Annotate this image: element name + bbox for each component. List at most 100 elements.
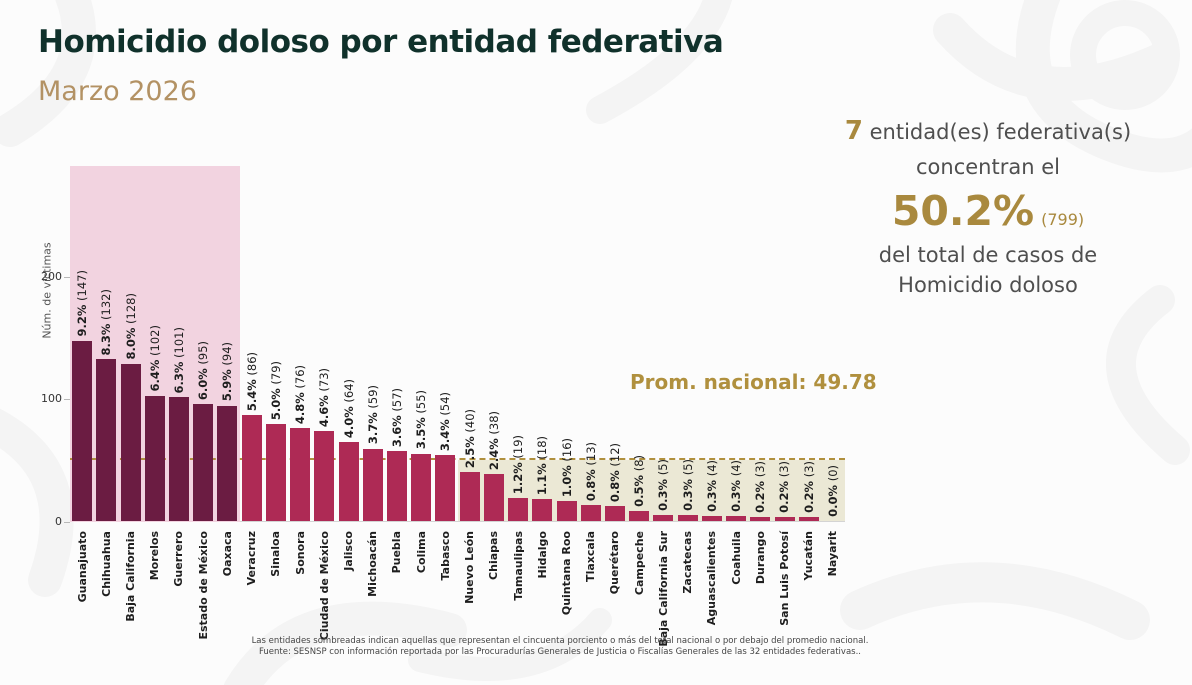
bar-value-text: 0.5% (8) bbox=[632, 455, 647, 508]
highlight-percentage-line: 50.2% (799) bbox=[812, 187, 1164, 235]
x-slot: Baja California Sur bbox=[651, 526, 675, 647]
x-axis-label: Hidalgo bbox=[535, 531, 549, 579]
footnote: Las entidades sombreadas indican aquella… bbox=[180, 636, 940, 658]
bar-Estado de México bbox=[193, 404, 214, 521]
x-slot: Hidalgo bbox=[530, 526, 554, 644]
x-slot: Aguascalientes bbox=[700, 526, 724, 644]
x-axis-label: Michoacán bbox=[366, 531, 380, 597]
footnote-line2: Fuente: SESNSP con información reportada… bbox=[258, 647, 861, 657]
bar-Tabasco bbox=[435, 454, 456, 521]
bar-value-text: 3.5% (55) bbox=[414, 390, 429, 450]
bar-value-text: 0.2% (3) bbox=[753, 461, 768, 514]
page-title: Homicidio doloso por entidad federativa bbox=[38, 24, 724, 60]
y-tick-mark bbox=[64, 399, 70, 401]
x-slot: Estado de México bbox=[191, 526, 215, 644]
bar-value-text: 0.3% (5) bbox=[656, 459, 671, 511]
x-axis-label: Colima bbox=[414, 531, 428, 574]
bar-value-text: 5.0% (79) bbox=[268, 360, 283, 420]
bar-Oaxaca bbox=[217, 405, 238, 521]
highlight-total-text: del total de casos de bbox=[878, 243, 1098, 267]
x-slot: Chihuahua bbox=[94, 526, 118, 644]
x-axis-label: Tlaxcala bbox=[584, 531, 598, 582]
x-axis-label: Sinaloa bbox=[269, 531, 283, 577]
x-slot: Tamaulipas bbox=[506, 526, 530, 644]
bar-value-text: 9.2% (147) bbox=[75, 270, 90, 337]
bar-value-text: 5.4% (86) bbox=[244, 352, 259, 412]
bar-Tamaulipas bbox=[508, 497, 528, 521]
bar-Guerrero bbox=[169, 397, 189, 521]
highlight-case-count: (799) bbox=[1041, 210, 1085, 229]
x-slot: Coahuila bbox=[724, 526, 748, 644]
x-axis-label: Morelos bbox=[148, 531, 162, 581]
x-axis-label: Durango bbox=[753, 531, 767, 585]
bar-Chiapas bbox=[483, 474, 504, 521]
x-axis-label: Puebla bbox=[390, 531, 404, 574]
x-axis-label: Tabasco bbox=[438, 531, 452, 581]
x-axis-label: Zacatecas bbox=[681, 531, 695, 594]
x-axis-label: Chiapas bbox=[487, 531, 501, 580]
x-slot: Puebla bbox=[385, 526, 409, 644]
x-slot: Ciudad de México bbox=[312, 526, 336, 644]
x-slot: Morelos bbox=[143, 526, 167, 644]
bar-value-text: 0.2% (3) bbox=[777, 461, 792, 514]
highlight-percentage: 50.2% bbox=[891, 187, 1035, 235]
bar-value-text: 4.6% (73) bbox=[317, 368, 332, 428]
bar-value-text: 6.4% (102) bbox=[147, 325, 162, 392]
bar-Sonora bbox=[290, 427, 311, 521]
bar-Querétaro bbox=[604, 506, 625, 521]
x-axis-label: Baja California Sur bbox=[656, 531, 670, 647]
bar-value-text: 3.7% (59) bbox=[365, 385, 380, 445]
x-slot: Campeche bbox=[627, 526, 651, 644]
x-axis-label: San Luis Potosí bbox=[777, 531, 791, 626]
x-axis-label: Baja California bbox=[124, 531, 138, 622]
bar-Ciudad de México bbox=[314, 431, 335, 521]
bar-Baja California Sur bbox=[653, 514, 674, 521]
bar-chart: Núm. de víctimas 9.2% (147) 8.3% (132) 8.0… bbox=[41, 166, 845, 647]
y-tick-label: 200 bbox=[41, 269, 62, 283]
x-axis-label: Chihuahua bbox=[99, 531, 113, 597]
x-slot: Michoacán bbox=[361, 526, 385, 644]
x-axis-label: Guerrero bbox=[172, 531, 186, 587]
highlight-concentrate-text: concentran el bbox=[916, 155, 1060, 179]
highlight-panel: 7 entidad(es) federativa(s) concentran e… bbox=[812, 116, 1164, 297]
x-slot: Querétaro bbox=[603, 526, 627, 644]
x-slot: Veracruz bbox=[240, 526, 264, 644]
x-axis-label: Yucatán bbox=[802, 531, 816, 581]
bar-value-text: 0.8% (12) bbox=[607, 443, 622, 503]
x-axis-label: Coahuila bbox=[729, 531, 743, 585]
x-slot: Baja California bbox=[118, 526, 142, 644]
bar-Campeche bbox=[629, 511, 650, 521]
x-slot: Zacatecas bbox=[675, 526, 699, 644]
highlight-crime-name: Homicidio doloso bbox=[898, 273, 1078, 297]
y-tick-mark bbox=[64, 522, 70, 523]
bar-Colima bbox=[411, 453, 432, 521]
x-slot: Jalisco bbox=[336, 526, 360, 644]
bar-value-text: 8.3% (132) bbox=[99, 288, 114, 356]
x-slot: San Luis Potosí bbox=[772, 526, 796, 644]
x-slot: Tabasco bbox=[433, 526, 457, 644]
bar-value-text: 1.0% (16) bbox=[559, 438, 574, 498]
bar-Jalisco bbox=[338, 442, 359, 521]
x-slot: Sonora bbox=[288, 526, 312, 644]
bar-San Luis Potosí bbox=[774, 517, 795, 521]
x-axis-label: Nuevo León bbox=[463, 531, 477, 604]
bar-Veracruz bbox=[241, 415, 262, 521]
x-axis-label: Nayarit bbox=[826, 531, 840, 577]
bar-Yucatán bbox=[798, 517, 819, 521]
bar-value-text: 0.3% (5) bbox=[680, 459, 695, 511]
bar-value-text: 2.4% (38) bbox=[486, 411, 501, 471]
bar-value-text: 6.3% (101) bbox=[172, 326, 186, 394]
y-tick-label: 100 bbox=[41, 392, 62, 406]
bar-value-text: 0.0% (0) bbox=[825, 465, 840, 517]
y-tick-mark bbox=[64, 276, 70, 278]
bar-value-text: 0.2% (3) bbox=[801, 461, 816, 514]
bar-Hidalgo bbox=[532, 498, 553, 521]
x-axis-label: Tamaulipas bbox=[511, 531, 525, 601]
x-slot: Sinaloa bbox=[264, 526, 288, 644]
bar-Coahuila bbox=[726, 516, 746, 521]
bar-Tlaxcala bbox=[580, 505, 601, 521]
x-slot: Quintana Roo bbox=[554, 526, 578, 644]
bar-Morelos bbox=[144, 395, 165, 521]
bar-value-text: 1.1% (18) bbox=[535, 435, 550, 495]
